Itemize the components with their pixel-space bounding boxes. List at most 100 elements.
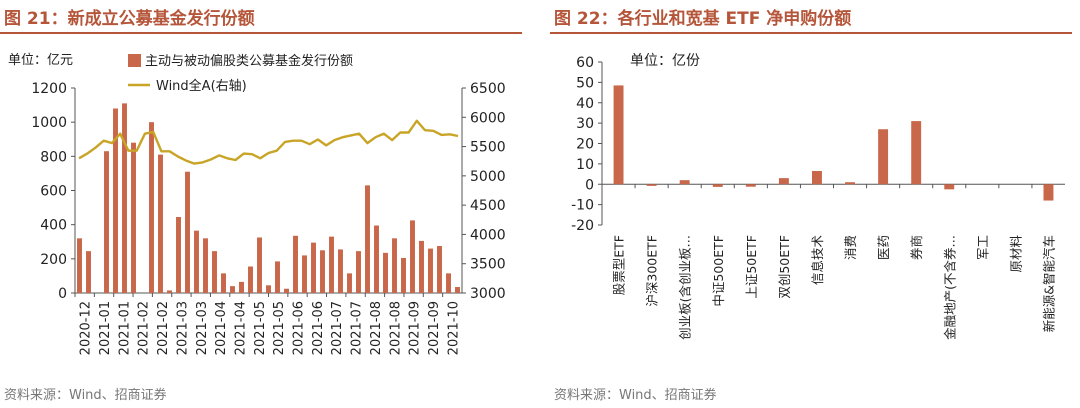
x-tick-label: 2021-09 — [408, 301, 423, 355]
x-tick-label: 2021-01 — [98, 301, 113, 355]
right-panel: 图 22：各行业和宽基 ETF 净申购份额 单位：亿份 -20 -10 0 10 20 30… — [550, 0, 1080, 408]
x-tick-label: 金融地产(不含券… — [942, 235, 957, 340]
x-tick-label: 2021-01 — [117, 301, 132, 355]
y-tick-label-left: 1200 — [31, 81, 67, 97]
bar — [176, 216, 181, 293]
bar — [944, 184, 955, 190]
bar — [239, 281, 244, 293]
wind-all-a-line — [78, 119, 459, 165]
bar — [113, 108, 118, 293]
source-note: 资料来源：Wind、招商证券 — [4, 388, 167, 403]
x-tick-label: 2021-06 — [311, 301, 326, 355]
x-tick-label: 2021-08 — [388, 301, 403, 355]
x-tick-label: 2021-03 — [195, 301, 210, 355]
x-tick-label: 2021-05 — [253, 301, 268, 355]
x-tick-label: 信息技术 — [810, 235, 825, 286]
bar — [878, 129, 889, 185]
bar — [392, 238, 397, 293]
x-tick-label: 2021-10 — [446, 301, 461, 355]
bar — [122, 103, 127, 293]
bar — [347, 273, 352, 293]
bar — [455, 287, 460, 293]
y-tick-label-right: 3000 — [470, 286, 506, 302]
bar — [77, 238, 82, 293]
bar — [401, 257, 406, 293]
bar — [812, 171, 822, 185]
unit-label: 单位：亿元 — [8, 53, 73, 68]
y-tick-label-left: 600 — [40, 184, 67, 200]
bar — [845, 182, 855, 185]
x-tick-label: 2021-04 — [233, 301, 248, 355]
x-tick-label: 2021-04 — [214, 301, 229, 355]
x-tick-label: 沪深300ETF — [645, 235, 660, 307]
bar — [911, 121, 922, 185]
bar — [679, 180, 690, 185]
legend-line-label: Wind全A(右轴) — [156, 78, 247, 94]
y-tick-label-left: 400 — [40, 218, 67, 234]
bar — [745, 184, 756, 187]
bar — [275, 261, 280, 293]
bar — [194, 230, 199, 293]
x-tick-label: 中证500ETF — [711, 235, 726, 307]
bar — [293, 235, 298, 293]
x-tick-label: 双创50ETF — [777, 235, 792, 299]
figure-21-title: 图 21：新成立公募基金发行份额 — [4, 9, 255, 29]
x-tick-label: 2021-05 — [272, 301, 287, 355]
y-tick-label: -10 — [571, 198, 594, 214]
title-rule — [550, 32, 1072, 34]
y-tick-label-left: 200 — [40, 252, 67, 268]
x-tick-label: 2021-02 — [137, 301, 152, 355]
y-tick-label-left: 0 — [58, 286, 67, 302]
x-tick-label: 2021-07 — [350, 301, 365, 355]
bar — [338, 249, 343, 293]
bar — [266, 285, 271, 293]
x-tick-label: 新能源&智能汽车 — [1041, 235, 1056, 332]
bar — [257, 237, 262, 293]
bar — [446, 273, 451, 293]
y-tick-label-right: 5500 — [470, 140, 506, 156]
legend-bar-swatch — [128, 54, 141, 67]
bar — [212, 251, 217, 293]
legend-bar-label: 主动与被动偏股类公募基金发行份额 — [145, 53, 353, 69]
x-tick-label: 医药 — [876, 235, 891, 260]
x-tick-label: 2021-06 — [292, 301, 307, 355]
y-tick-label: 30 — [576, 116, 594, 132]
bar — [302, 255, 307, 293]
x-tick-label: 2021-03 — [175, 301, 190, 355]
x-tick-label: 2021-08 — [369, 301, 384, 355]
bar — [778, 178, 789, 185]
bar — [419, 240, 424, 293]
y-tick-label-left: 800 — [40, 149, 67, 165]
x-tick-label: 2021-02 — [156, 301, 171, 355]
y-tick-label: 20 — [576, 137, 594, 153]
y-tick-label-right: 3500 — [470, 257, 506, 273]
bar — [284, 288, 289, 293]
unit-label: 单位：亿份 — [630, 53, 700, 69]
y-tick-label-right: 4500 — [470, 198, 506, 214]
x-tick-label: 消费 — [843, 235, 858, 260]
bar — [158, 154, 163, 293]
bar — [646, 184, 657, 186]
x-tick-label: 2021-07 — [330, 301, 345, 355]
bar — [428, 248, 433, 293]
left-panel: 图 21：新成立公募基金发行份额 单位：亿元 主动与被动偏股类公募基金发行份额 Wi… — [0, 0, 530, 408]
x-tick-label: 上证50ETF — [744, 235, 759, 299]
x-tick-label: 军工 — [975, 235, 990, 260]
bar — [410, 220, 415, 293]
bar — [356, 251, 361, 293]
fund-issuance-chart: 单位：亿元 主动与被动偏股类公募基金发行份额 Wind全A(右轴) 0 200 400 60… — [8, 53, 506, 355]
y-tick-label: 10 — [576, 157, 594, 173]
y-tick-label: 50 — [576, 75, 594, 91]
bar — [1043, 184, 1054, 201]
bar — [712, 184, 723, 187]
y-tick-label-left: 1000 — [31, 115, 67, 131]
x-tick-label: 2020-12 — [79, 301, 94, 355]
x-tick-label: 创业板(含创业板… — [678, 235, 693, 340]
y-tick-label-right: 4000 — [470, 227, 506, 243]
y-tick-label: -20 — [571, 218, 594, 234]
source-note: 资料来源：Wind、招商证券 — [554, 388, 717, 403]
bar — [203, 238, 208, 293]
y-tick-label-right: 5000 — [470, 169, 506, 185]
figure-22-title: 图 22：各行业和宽基 ETF 净申购份额 — [554, 9, 852, 29]
title-rule — [0, 32, 522, 34]
